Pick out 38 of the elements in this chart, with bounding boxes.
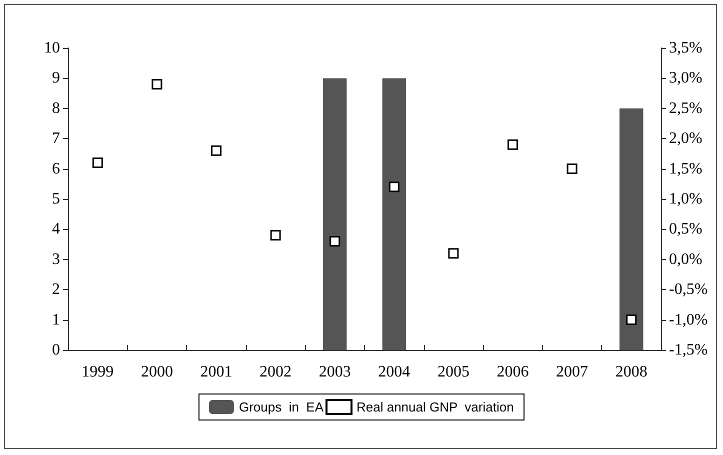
x-tick-label: 2002 bbox=[260, 364, 292, 380]
y2-tick-label: 3,0% bbox=[669, 70, 702, 87]
y2-tick-label: -1,0% bbox=[669, 311, 708, 328]
y2-tick-label: 0,0% bbox=[669, 250, 702, 268]
y2-tick-label: -0,5% bbox=[669, 281, 708, 298]
y-tick-label: 6 bbox=[52, 160, 60, 178]
x-tick-label: 2004 bbox=[378, 364, 410, 380]
x-tick-label: 2000 bbox=[140, 364, 173, 380]
x-tick-label: 2003 bbox=[318, 364, 351, 380]
y2-tick-label: 2,5% bbox=[669, 100, 702, 117]
x-tick-label: 2001 bbox=[200, 364, 232, 380]
legend-label: Groups in EA bbox=[238, 400, 324, 414]
point bbox=[330, 236, 340, 247]
y2-tick-label: 0,5% bbox=[669, 220, 702, 238]
y-tick-label: 1 bbox=[52, 311, 60, 328]
y-tick-label: 7 bbox=[52, 130, 60, 148]
y-tick-label: 8 bbox=[52, 100, 60, 117]
y-tick-label: 3 bbox=[52, 250, 60, 268]
y2-tick-label: 3,5% bbox=[669, 40, 702, 56]
y2-tick-label: 1,5% bbox=[669, 160, 702, 178]
y-tick-label: 0 bbox=[52, 342, 60, 358]
point bbox=[448, 248, 459, 259]
x-tick-label: 2005 bbox=[437, 364, 470, 380]
x-tick-label: 1999 bbox=[82, 364, 114, 380]
y-tick-label: 10 bbox=[44, 40, 60, 56]
y-tick-label: 5 bbox=[52, 190, 60, 208]
x-tick-label: 2007 bbox=[556, 364, 588, 380]
y2-tick-label: -1,5% bbox=[669, 342, 708, 358]
y-tick-label: 9 bbox=[52, 70, 60, 87]
legend-label: Real annual GNP variation bbox=[356, 400, 514, 414]
x-tick-label: 2008 bbox=[615, 364, 648, 380]
point bbox=[626, 314, 637, 326]
y-tick-label: 4 bbox=[52, 220, 60, 238]
point bbox=[388, 182, 400, 192]
y-tick-label: 2 bbox=[52, 281, 60, 298]
y2-tick-label: 2,0% bbox=[669, 130, 702, 148]
x-tick-label: 2006 bbox=[496, 364, 529, 380]
y2-tick-label: 1,0% bbox=[669, 190, 702, 208]
